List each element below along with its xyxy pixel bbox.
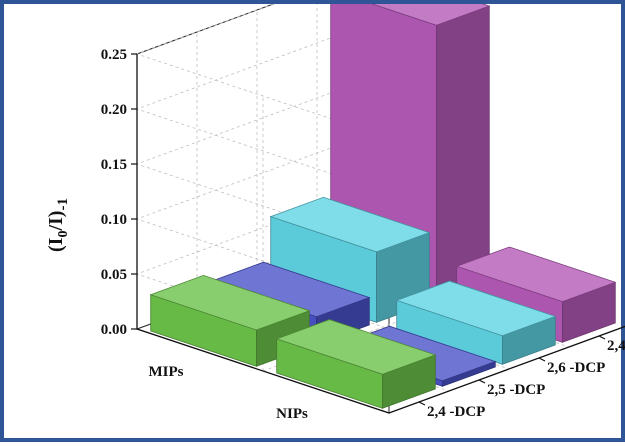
y-tick-label: 0.00 [101, 322, 127, 338]
bar-top-face [395, 280, 557, 337]
y-tick-label: 0.05 [101, 267, 127, 283]
group-label: NIPs [276, 406, 308, 422]
bar-nips-0 [275, 319, 437, 409]
bar-top-face [371, 4, 491, 26]
analyte-label: 2,6 -DCP [547, 360, 605, 376]
bars [149, 4, 617, 409]
y-tick-label: 0.20 [101, 102, 127, 118]
analyte-tick [418, 401, 426, 406]
analyte-axis-line [388, 325, 625, 414]
analyte-tick [478, 379, 486, 384]
analyte-label: 2,5 -DCP [487, 382, 545, 398]
analyte-tick [598, 335, 606, 340]
analyte-tick [538, 357, 546, 362]
bar-side-face [436, 5, 490, 301]
analyte-label: 2,4,6 -TCP [607, 338, 625, 354]
y-axis-label: (I0/I)-1 [45, 198, 71, 252]
y-tick-label: 0.15 [101, 157, 127, 173]
bar-top-face [455, 246, 617, 303]
bar-chart-3d: 0.00 0.05 0.10 0.15 0.20 0.25 MIPs NIPs 2,4 -DCP… [45, 4, 625, 422]
analyte-label: 2,4 -DCP [427, 404, 485, 420]
bar-top-face [149, 274, 311, 331]
axis-labels: (I0/I)-1 [45, 198, 71, 252]
bar-top-face [269, 196, 431, 253]
y-tick-label: 0.25 [101, 47, 127, 63]
bar-nips-2 [395, 280, 557, 365]
axes: 0.00 0.05 0.10 0.15 0.20 0.25 MIPs NIPs 2,4 -DCP… [101, 47, 625, 422]
y-tick-label: 0.10 [101, 212, 127, 228]
group-label: MIPs [149, 364, 184, 380]
bar-top-face [275, 319, 437, 375]
group-axis-line [136, 328, 390, 414]
